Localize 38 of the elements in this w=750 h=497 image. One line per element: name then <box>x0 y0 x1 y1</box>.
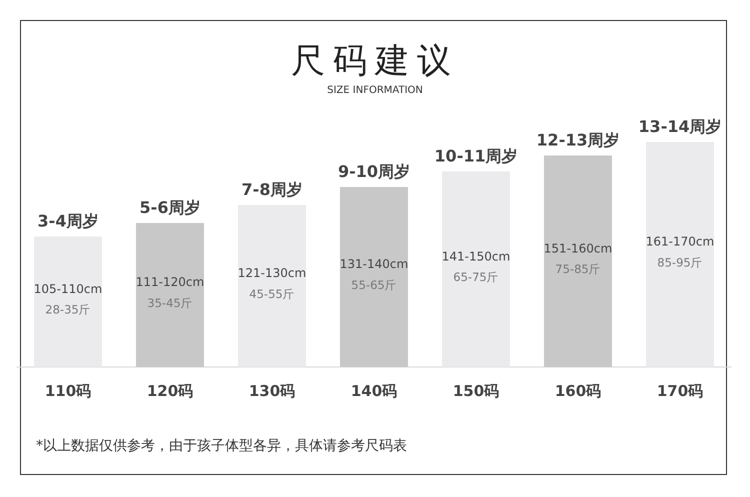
annotation: 55-65斤 <box>351 278 397 292</box>
annotation: 28-35斤 <box>45 302 91 317</box>
bar <box>34 236 102 367</box>
x-tick-label: 150码 <box>452 382 500 400</box>
annotation: 7-8周岁 <box>242 180 302 200</box>
x-tick-label: 170码 <box>656 382 704 400</box>
annotation: 3-4周岁 <box>38 212 98 231</box>
annotation: 161-170cm <box>646 234 714 249</box>
x-tick-label: 130码 <box>248 382 296 400</box>
annotation: 105-110cm <box>34 282 102 296</box>
annotation: 131-140cm <box>340 257 408 272</box>
x-tick-label: 120码 <box>146 382 194 400</box>
x-tick-label: 160码 <box>554 382 602 400</box>
annotation: 45-55斤 <box>249 286 295 301</box>
x-tick-label: 110码 <box>44 382 92 400</box>
text: *以上数据仅供参考，由于孩子体型各异，具体请参考尺码表 <box>36 437 407 455</box>
bar <box>136 223 204 367</box>
annotation: 5-6周岁 <box>140 198 200 218</box>
chart-subtitle: SIZE INFORMATION <box>326 85 424 96</box>
annotation: 151-160cm <box>544 241 612 256</box>
annotation: 35-45斤 <box>147 296 193 310</box>
bar <box>544 156 612 367</box>
annotation: 12-13周岁 <box>536 130 620 150</box>
annotation: 9-10周岁 <box>338 162 410 182</box>
bar <box>238 205 306 367</box>
annotation: 10-11周岁 <box>434 146 518 166</box>
annotation: 111-120cm <box>136 275 204 290</box>
annotation: 13-14周岁 <box>638 117 722 136</box>
bar <box>442 171 510 367</box>
x-tick-label: 140码 <box>350 382 398 400</box>
bar <box>340 187 408 367</box>
annotation: 141-150cm <box>442 249 510 264</box>
annotation: 121-130cm <box>238 266 306 280</box>
annotation: 85-95斤 <box>657 255 703 270</box>
annotation: 75-85斤 <box>555 262 601 276</box>
chart-title: 尺码建议 <box>290 40 460 83</box>
bar <box>646 142 714 367</box>
annotation: 65-75斤 <box>453 270 499 284</box>
